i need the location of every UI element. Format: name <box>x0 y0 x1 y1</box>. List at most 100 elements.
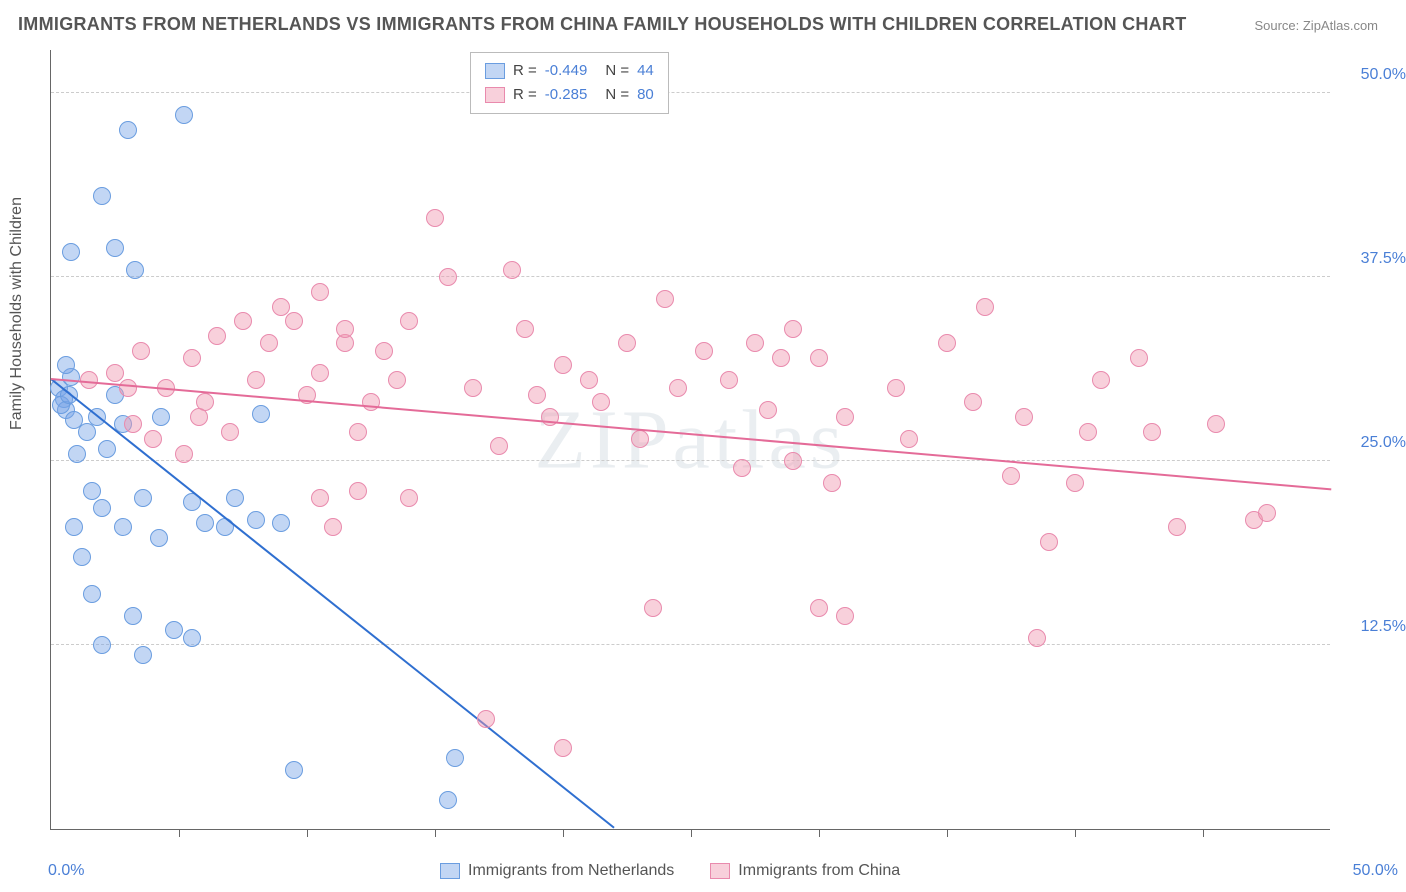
scatter-point <box>324 518 342 536</box>
scatter-point <box>1040 533 1058 551</box>
scatter-point <box>1258 504 1276 522</box>
y-axis-label: Family Households with Children <box>8 197 26 430</box>
scatter-point <box>772 349 790 367</box>
scatter-point <box>503 261 521 279</box>
scatter-point <box>114 518 132 536</box>
legend-swatch <box>485 87 505 103</box>
gridline <box>51 644 1330 645</box>
gridline <box>51 276 1330 277</box>
scatter-point <box>175 106 193 124</box>
scatter-point <box>656 290 674 308</box>
scatter-point <box>1079 423 1097 441</box>
r-value: -0.449 <box>545 59 588 83</box>
x-tick <box>435 829 436 837</box>
n-value: 44 <box>637 59 654 83</box>
scatter-point <box>439 791 457 809</box>
scatter-point <box>900 430 918 448</box>
scatter-point <box>336 320 354 338</box>
legend-stat-row: R = -0.449 N = 44 <box>485 59 654 83</box>
scatter-point <box>528 386 546 404</box>
scatter-point <box>964 393 982 411</box>
trend-line <box>51 378 1331 490</box>
scatter-point <box>65 518 83 536</box>
scatter-point <box>1130 349 1148 367</box>
scatter-point <box>196 514 214 532</box>
scatter-point <box>836 607 854 625</box>
scatter-point <box>68 445 86 463</box>
trend-line <box>50 378 614 828</box>
scatter-point <box>150 529 168 547</box>
scatter-point <box>349 423 367 441</box>
scatter-point <box>183 629 201 647</box>
scatter-point <box>83 482 101 500</box>
scatter-point <box>554 356 572 374</box>
scatter-point <box>272 514 290 532</box>
legend-stats: R =-0.449N =44R =-0.285N =80 <box>470 52 669 114</box>
n-label: N = <box>605 83 629 107</box>
scatter-point <box>1066 474 1084 492</box>
scatter-point <box>152 408 170 426</box>
n-value: 80 <box>637 83 654 107</box>
scatter-point <box>439 268 457 286</box>
scatter-point <box>73 548 91 566</box>
scatter-point <box>464 379 482 397</box>
x-tick <box>563 829 564 837</box>
y-tick-label: 25.0% <box>1361 434 1406 452</box>
scatter-point <box>810 599 828 617</box>
scatter-point <box>106 239 124 257</box>
scatter-point <box>106 364 124 382</box>
x-tick <box>1203 829 1204 837</box>
scatter-point <box>124 415 142 433</box>
watermark-text: ZIPatlas <box>535 391 847 488</box>
legend-series: Immigrants from Netherlands Immigrants fr… <box>440 862 900 880</box>
scatter-point <box>272 298 290 316</box>
scatter-point <box>285 312 303 330</box>
scatter-point <box>784 452 802 470</box>
scatter-point <box>976 298 994 316</box>
legend-swatch <box>485 63 505 79</box>
scatter-point <box>252 405 270 423</box>
legend-swatch <box>440 863 460 879</box>
correlation-chart: IMMIGRANTS FROM NETHERLANDS VS IMMIGRANT… <box>0 0 1406 892</box>
scatter-point <box>695 342 713 360</box>
plot-area: ZIPatlas 12.5%25.0%37.5%50.0% <box>50 50 1330 830</box>
scatter-point <box>836 408 854 426</box>
legend-series-label: Immigrants from China <box>738 862 900 880</box>
gridline <box>51 92 1330 93</box>
scatter-point <box>580 371 598 389</box>
legend-series-item: Immigrants from China <box>710 862 900 880</box>
scatter-point <box>221 423 239 441</box>
scatter-point <box>554 739 572 757</box>
legend-stat-row: R =-0.285N =80 <box>485 83 654 107</box>
gridline <box>51 460 1330 461</box>
chart-title: IMMIGRANTS FROM NETHERLANDS VS IMMIGRANT… <box>18 14 1187 35</box>
scatter-point <box>311 489 329 507</box>
scatter-point <box>132 342 150 360</box>
n-label: N = <box>605 59 629 83</box>
scatter-point <box>134 646 152 664</box>
scatter-point <box>388 371 406 389</box>
y-tick-label: 12.5% <box>1361 618 1406 636</box>
scatter-point <box>1207 415 1225 433</box>
x-tick <box>819 829 820 837</box>
r-label: R = <box>513 59 537 83</box>
x-tick <box>691 829 692 837</box>
scatter-point <box>119 379 137 397</box>
scatter-point <box>644 599 662 617</box>
scatter-point <box>1143 423 1161 441</box>
legend-series-label: Immigrants from Netherlands <box>468 862 674 880</box>
scatter-point <box>311 283 329 301</box>
scatter-point <box>362 393 380 411</box>
scatter-point <box>490 437 508 455</box>
x-tick <box>1075 829 1076 837</box>
x-tick <box>179 829 180 837</box>
scatter-point <box>592 393 610 411</box>
y-tick-label: 37.5% <box>1361 250 1406 268</box>
scatter-point <box>311 364 329 382</box>
scatter-point <box>62 243 80 261</box>
scatter-point <box>477 710 495 728</box>
scatter-point <box>618 334 636 352</box>
scatter-point <box>285 761 303 779</box>
x-axis-max: 50.0% <box>1353 862 1398 880</box>
y-tick-label: 50.0% <box>1361 66 1406 84</box>
